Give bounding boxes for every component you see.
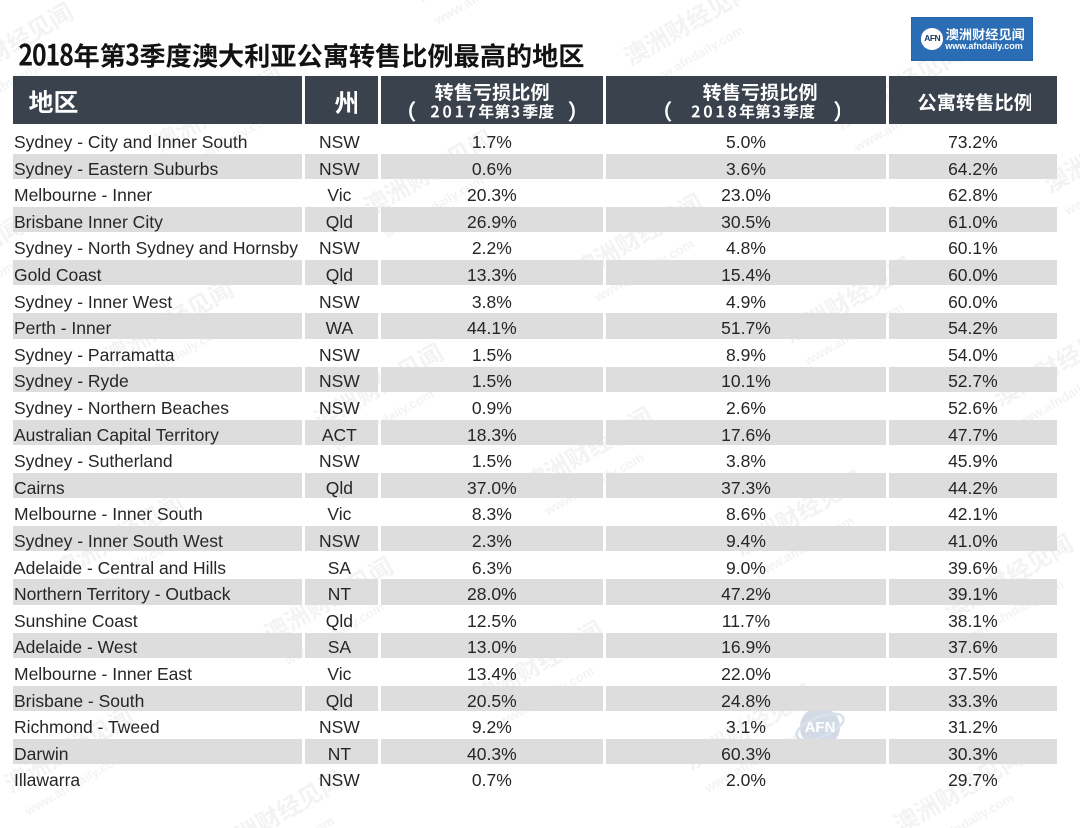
svg-text:www.afndaily.com: www.afndaily.com bbox=[431, 0, 536, 28]
svg-text:AFN: AFN bbox=[805, 719, 836, 736]
